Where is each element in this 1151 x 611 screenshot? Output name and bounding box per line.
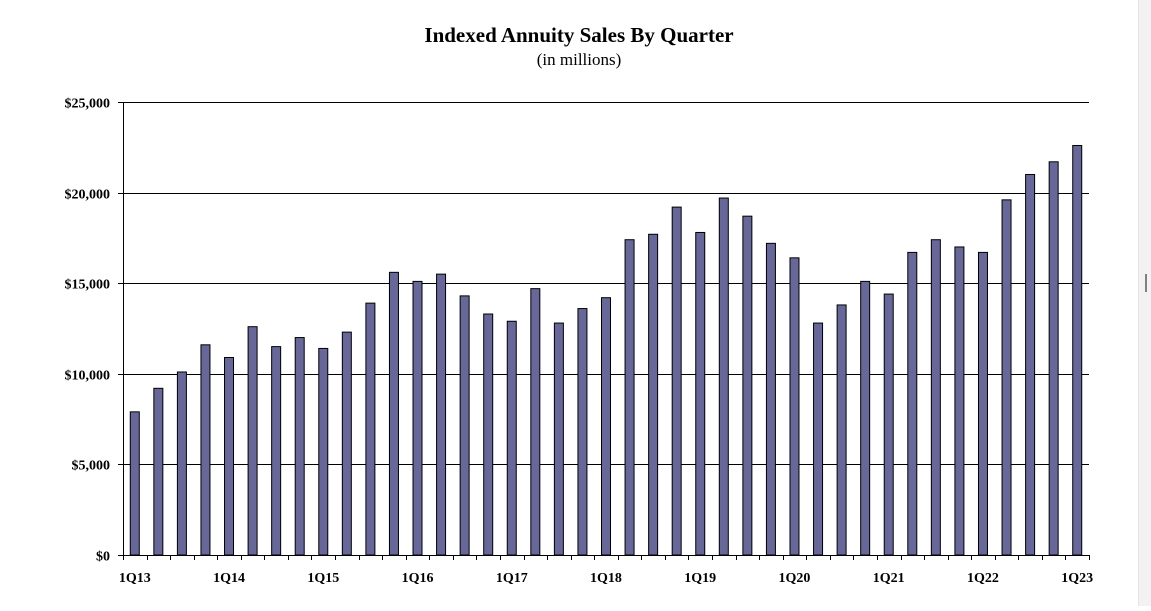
bars (129, 144, 1083, 556)
x-tick-label: 1Q19 (684, 571, 716, 586)
x-tick-label: 1Q21 (873, 571, 905, 586)
x-tick-label: 1Q20 (779, 571, 811, 586)
bar (271, 346, 282, 556)
scrollbar-thumb[interactable] (1145, 274, 1147, 292)
bar (860, 280, 871, 556)
bar (577, 308, 588, 556)
axes (118, 102, 1090, 560)
bar (483, 313, 494, 556)
chart-subtitle: (in millions) (537, 50, 622, 69)
bar (553, 322, 564, 556)
bar (176, 371, 187, 556)
x-tick-label: 1Q18 (590, 571, 622, 586)
bar (789, 257, 800, 556)
bar (247, 326, 258, 556)
bar (907, 251, 918, 556)
bar (695, 231, 706, 556)
x-tick-label: 1Q17 (496, 571, 528, 586)
bar (648, 233, 659, 556)
bar (954, 246, 965, 556)
y-tick-label: $10,000 (65, 369, 111, 384)
bar (294, 337, 305, 556)
bar (365, 302, 376, 556)
bar (1048, 161, 1059, 556)
bar (930, 239, 941, 556)
bar (200, 344, 211, 556)
y-tick-label: $5,000 (72, 459, 111, 474)
bar (412, 280, 423, 556)
bar (883, 293, 894, 556)
bar (318, 347, 329, 556)
y-tick-label: $15,000 (65, 278, 111, 293)
bar (718, 197, 729, 556)
bar (671, 206, 682, 556)
bar (1025, 173, 1036, 556)
bar (388, 271, 399, 556)
bar (436, 273, 447, 556)
bar (459, 295, 470, 556)
bar (742, 215, 753, 556)
x-tick-label: 1Q15 (307, 571, 339, 586)
y-tick-label: $20,000 (65, 188, 111, 203)
bar (836, 304, 847, 556)
bar (1072, 144, 1083, 556)
bar (813, 322, 824, 556)
bar (506, 320, 517, 556)
chart-title: Indexed Annuity Sales By Quarter (424, 23, 733, 47)
y-tick-label: $0 (96, 550, 110, 565)
x-tick-label: 1Q13 (119, 571, 151, 586)
vertical-scrollbar[interactable] (1138, 0, 1151, 606)
bar (977, 251, 988, 556)
x-tick-label: 1Q16 (402, 571, 434, 586)
bar (341, 331, 352, 556)
bar (624, 239, 635, 556)
bar (1001, 199, 1012, 556)
bar (153, 387, 164, 556)
bar (129, 411, 140, 556)
bar (530, 288, 541, 556)
gridlines (123, 102, 1089, 465)
bar (765, 242, 776, 556)
x-tick-labels: 1Q13 1Q14 1Q15 1Q16 1Q17 1Q18 1Q19 1Q20 1Q21 1Q22… (119, 571, 1093, 586)
x-tick-label: 1Q14 (213, 571, 245, 586)
x-tick-label: 1Q22 (967, 571, 999, 586)
y-tick-label: $25,000 (65, 97, 111, 112)
x-tick-label: 1Q23 (1061, 571, 1093, 586)
y-tick-labels: $0 $5,000 $10,000 $15,000 $20,000 $25,000 (65, 97, 111, 565)
bar (224, 356, 235, 556)
bar (601, 297, 611, 556)
